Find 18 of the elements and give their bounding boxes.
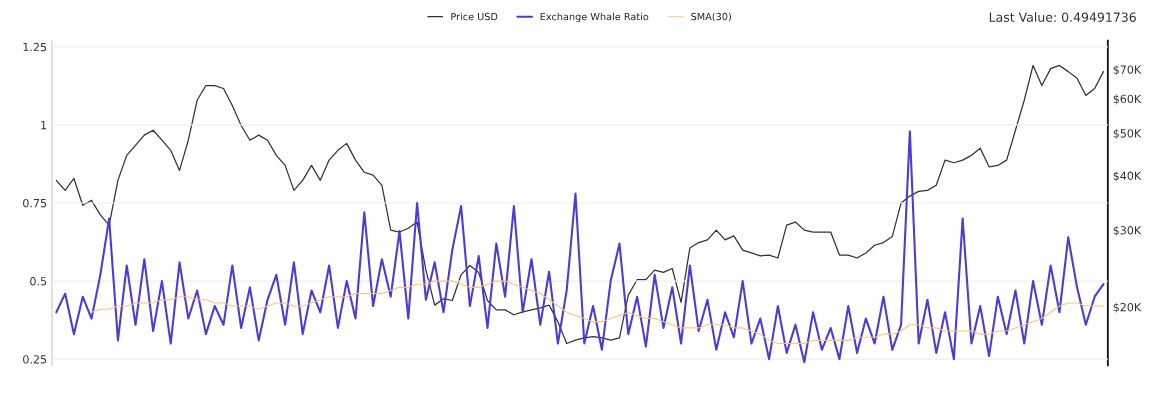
y-tick-label: 0.25 xyxy=(23,355,47,364)
line-series xyxy=(55,130,1105,364)
y-tick-label: 1 xyxy=(41,121,47,130)
text: Last Value: 0.49491736 xyxy=(989,12,1136,22)
y2-tick-label: $20K xyxy=(1113,302,1142,313)
y2-tick-label: $50K xyxy=(1113,129,1142,140)
legend-label: SMA(30) xyxy=(691,12,731,22)
y2-tick-label: $40K xyxy=(1113,171,1142,182)
y2-tick-label: $60K xyxy=(1113,94,1142,105)
line-series xyxy=(90,280,1104,345)
y-tick-label: 1.25 xyxy=(23,42,47,52)
y-tick-label: 0.75 xyxy=(23,198,47,208)
y-tick-label: 0.5 xyxy=(30,277,47,286)
y2-tick-label: $30K xyxy=(1113,225,1142,236)
legend-label: Price USD xyxy=(451,12,498,21)
line-series xyxy=(55,64,1105,345)
y2-tick-label: $70K xyxy=(1113,65,1142,76)
legend-label: Exchange Whale Ratio xyxy=(540,12,649,23)
